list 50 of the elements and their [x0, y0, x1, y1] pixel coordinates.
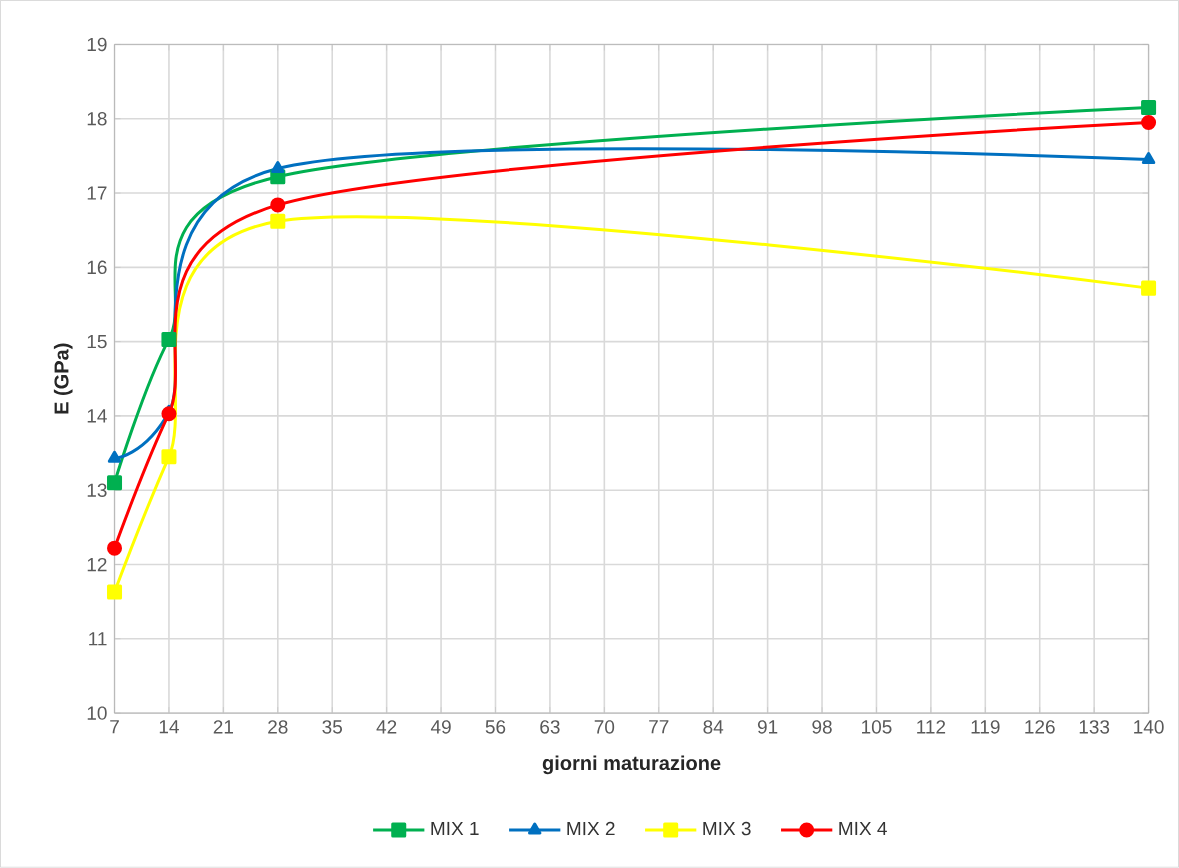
x-tick-label: 140: [1134, 720, 1164, 734]
x-tick-label: 21: [213, 720, 234, 734]
x-tick-label: 112: [917, 720, 946, 734]
x-tick-label: 56: [485, 720, 506, 734]
x-tick-label: 119: [971, 720, 1000, 734]
y-tick-label: 15: [87, 335, 107, 349]
point: [1141, 100, 1157, 116]
point: [107, 450, 122, 463]
x-tick-label: 98: [812, 720, 832, 734]
x-tick-label: 42: [376, 720, 397, 734]
y-tick-label: 14: [87, 409, 107, 423]
point: [270, 197, 286, 213]
point: [161, 406, 177, 422]
point: [1141, 280, 1157, 296]
y-tick-label: 16: [87, 260, 107, 275]
x-tick-label: 7: [110, 720, 119, 734]
x-tick-label: 133: [1079, 720, 1110, 734]
x-tick-label: 126: [1025, 720, 1055, 734]
y-tick-label: 17: [87, 186, 107, 200]
point: [1141, 152, 1156, 165]
x-tick-label: 91: [757, 720, 778, 734]
y-tick-label: 18: [87, 112, 107, 126]
x-tick-label: 35: [322, 720, 343, 734]
y-tick-label: 11: [89, 632, 107, 646]
point: [107, 584, 123, 600]
y-tick-label: 10: [87, 706, 107, 721]
legend-label: MIX 2: [567, 821, 615, 836]
y-tick-label: 13: [87, 483, 107, 498]
x-tick-label: 77: [649, 720, 669, 734]
point: [1141, 115, 1157, 131]
point: [271, 161, 285, 174]
point: [107, 475, 123, 491]
point: [107, 540, 123, 556]
y-tick-label: 12: [87, 558, 107, 572]
point: [161, 449, 177, 465]
y-tick-label: 19: [87, 37, 107, 52]
x-tick-label: 70: [594, 720, 615, 734]
x-tick-label: 28: [268, 720, 288, 734]
x-axis-title: giorni maturazione: [542, 755, 721, 775]
point: [270, 213, 286, 229]
point: [161, 332, 177, 348]
x-tick-label: 84: [703, 720, 724, 734]
legend-label: MIX 3: [703, 821, 751, 836]
legend-label: MIX 4: [839, 822, 887, 836]
x-tick-label: 14: [159, 720, 179, 734]
legend-label: MIX 1: [431, 822, 479, 836]
y-axis-title: E (GPa): [53, 343, 73, 414]
x-tick-label: 49: [430, 720, 451, 734]
x-tick-label: 105: [862, 720, 892, 734]
x-tick-label: 63: [540, 720, 560, 734]
